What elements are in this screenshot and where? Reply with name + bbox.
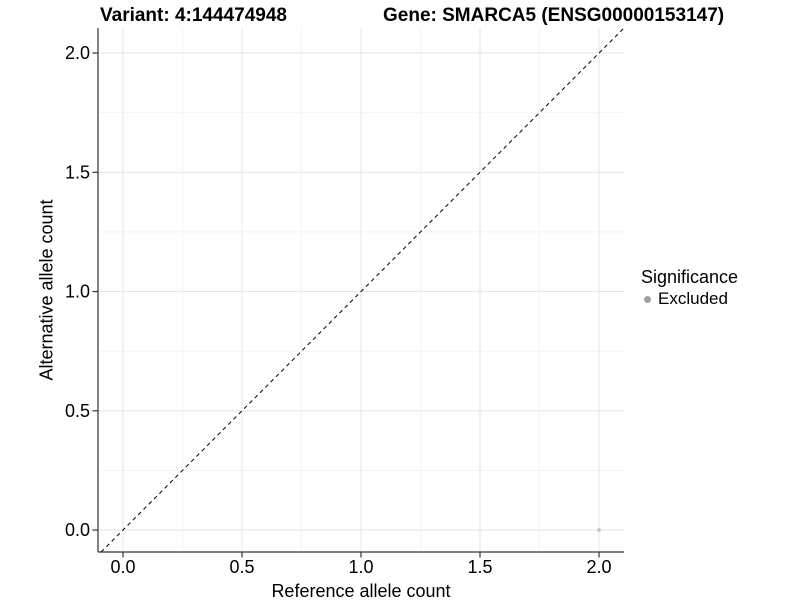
x-tick-label: 1.5 — [467, 557, 492, 577]
x-tick-label: 1.0 — [348, 557, 373, 577]
x-tick-label: 0.5 — [229, 557, 254, 577]
legend-title: Significance — [641, 267, 739, 287]
x-tick-label: 2.0 — [586, 557, 611, 577]
y-tick-label: 2.0 — [65, 43, 90, 63]
data-point — [597, 528, 601, 532]
y-tick-label: 1.5 — [65, 162, 90, 182]
plot-title-gene: Gene: SMARCA5 (ENSG00000153147) — [383, 5, 725, 26]
y-tick-label: 1.0 — [65, 282, 90, 302]
y-tick-label: 0.5 — [65, 401, 90, 421]
y-axis-title: Alternative allele count — [36, 199, 57, 381]
y-tick-label: 0.0 — [65, 520, 90, 540]
legend: Significance Excluded — [641, 266, 738, 309]
legend-point-icon — [644, 296, 651, 303]
plot-title-variant: Variant: 4:144474948 — [100, 5, 287, 26]
legend-item-excluded: Excluded — [641, 289, 738, 309]
legend-item-label: Excluded — [658, 289, 728, 308]
x-axis-title: Reference allele count — [271, 581, 451, 601]
x-tick-label: 0.0 — [110, 557, 135, 577]
identity-line — [100, 27, 625, 553]
